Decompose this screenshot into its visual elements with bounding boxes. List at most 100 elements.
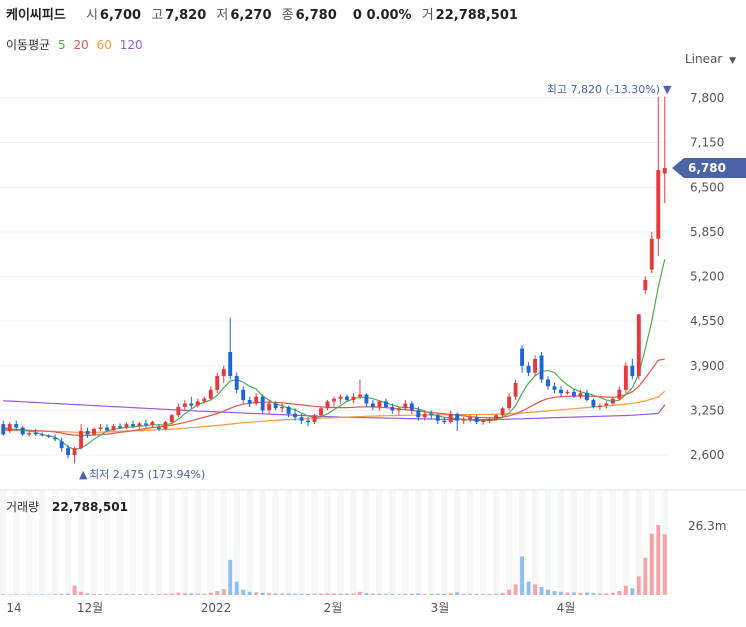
candle-body bbox=[422, 413, 427, 418]
change-value: 0 0.00% bbox=[352, 8, 412, 23]
volume-stripe bbox=[220, 490, 227, 595]
ma5-label[interactable]: 5 bbox=[58, 38, 66, 52]
candle-body bbox=[293, 413, 298, 418]
candle-body bbox=[208, 389, 213, 399]
volume-stripe bbox=[583, 490, 591, 595]
volume-bar bbox=[656, 525, 661, 595]
volume-stripe bbox=[233, 490, 240, 595]
volume-bar bbox=[584, 592, 589, 595]
x-tick-label: 3월 bbox=[431, 601, 450, 615]
y-axis: 7,800 7,150 6,500 5,850 5,200 4,550 3,900 3,250… bbox=[690, 91, 724, 462]
candle-body bbox=[513, 382, 518, 397]
volume-bar bbox=[85, 593, 90, 595]
volume-bar bbox=[455, 592, 460, 595]
candle-body bbox=[565, 391, 570, 394]
candle-body bbox=[662, 168, 667, 174]
volume-bar bbox=[338, 593, 343, 595]
candle-body bbox=[649, 238, 654, 270]
candle-body bbox=[254, 396, 259, 404]
moving-average-legend: 이동평균 5 20 60 120 bbox=[6, 36, 143, 53]
candle-body bbox=[20, 427, 25, 435]
candle-body bbox=[643, 279, 648, 291]
volume-stripe bbox=[181, 490, 189, 595]
candle-body bbox=[306, 420, 311, 423]
candle-body bbox=[656, 170, 661, 239]
close-label: 종 bbox=[281, 8, 294, 23]
volume-stripe bbox=[402, 490, 409, 595]
volume-stripe bbox=[389, 490, 396, 595]
volume-stripe bbox=[363, 490, 370, 595]
ma-title: 이동평균 bbox=[6, 38, 51, 52]
volume-bar bbox=[390, 593, 395, 595]
candle-body bbox=[409, 403, 414, 411]
volume-stripe bbox=[51, 490, 59, 595]
ma5-line bbox=[3, 259, 666, 451]
candle-body bbox=[630, 365, 635, 377]
grid bbox=[0, 97, 746, 595]
volume-bar bbox=[293, 593, 298, 595]
ma60-label[interactable]: 60 bbox=[96, 38, 112, 52]
volume-bar bbox=[636, 576, 641, 595]
volume-stripe bbox=[90, 490, 98, 595]
candle-body bbox=[27, 433, 32, 435]
candle-body bbox=[442, 420, 447, 423]
volume-bar bbox=[221, 589, 226, 595]
candle-body bbox=[481, 420, 486, 423]
volume-bar bbox=[409, 593, 414, 595]
candle-body bbox=[351, 396, 356, 401]
volume-bar bbox=[20, 594, 25, 595]
x-tick-label: 4월 bbox=[557, 601, 576, 615]
y-tick-label: 5,850 bbox=[690, 225, 724, 239]
volume-stripe bbox=[311, 490, 318, 595]
candle-body bbox=[156, 427, 161, 429]
candle-body bbox=[79, 430, 84, 449]
candle-body bbox=[215, 376, 220, 390]
candle-body bbox=[591, 400, 596, 407]
volume-bar bbox=[260, 592, 265, 595]
candle-body bbox=[85, 430, 90, 435]
candle-body bbox=[429, 413, 434, 416]
volume-stripe bbox=[207, 490, 215, 595]
volume-bar bbox=[105, 594, 109, 595]
candle-body bbox=[325, 401, 330, 409]
candle-body bbox=[390, 406, 395, 411]
volume-bar bbox=[370, 593, 375, 595]
candle-body bbox=[40, 434, 45, 436]
scale-selector[interactable]: Linear ▼ bbox=[685, 52, 736, 66]
volume-stripe bbox=[609, 490, 617, 595]
volume-stripe bbox=[570, 490, 578, 595]
volume-bar bbox=[280, 593, 285, 595]
high-annotation: 최고 7,820 (-13.30%) bbox=[547, 83, 660, 96]
candle-body bbox=[487, 419, 492, 421]
ma20-label[interactable]: 20 bbox=[73, 38, 89, 52]
x-tick-label: 2월 bbox=[324, 601, 343, 615]
current-price-label: 6,780 bbox=[688, 161, 726, 175]
volume-bar bbox=[630, 588, 635, 595]
volume-bar bbox=[396, 594, 401, 595]
volume-bar bbox=[507, 589, 512, 595]
candle-body bbox=[150, 422, 155, 425]
ma120-label[interactable]: 120 bbox=[119, 38, 143, 52]
candle-body bbox=[118, 426, 122, 428]
candle-body bbox=[572, 391, 576, 397]
candle-body bbox=[377, 401, 382, 407]
volume-stripe bbox=[12, 490, 20, 595]
volume-stripe bbox=[337, 490, 344, 595]
volume-bar bbox=[513, 584, 518, 595]
ma20-line bbox=[3, 358, 665, 436]
candle-body bbox=[526, 365, 531, 373]
candle-body bbox=[604, 403, 609, 406]
volume-bar bbox=[662, 534, 667, 595]
volume-bar bbox=[306, 593, 311, 595]
volume-bar bbox=[124, 593, 129, 595]
volume-bar bbox=[27, 594, 32, 595]
volume-bar bbox=[604, 593, 609, 595]
volume-bar bbox=[111, 594, 116, 595]
volume-bar bbox=[176, 592, 181, 595]
candle-body bbox=[228, 352, 233, 377]
candle-body bbox=[66, 448, 71, 455]
volume-stripe bbox=[259, 490, 266, 595]
ma60-line bbox=[3, 390, 666, 433]
volume-bar bbox=[487, 593, 492, 595]
